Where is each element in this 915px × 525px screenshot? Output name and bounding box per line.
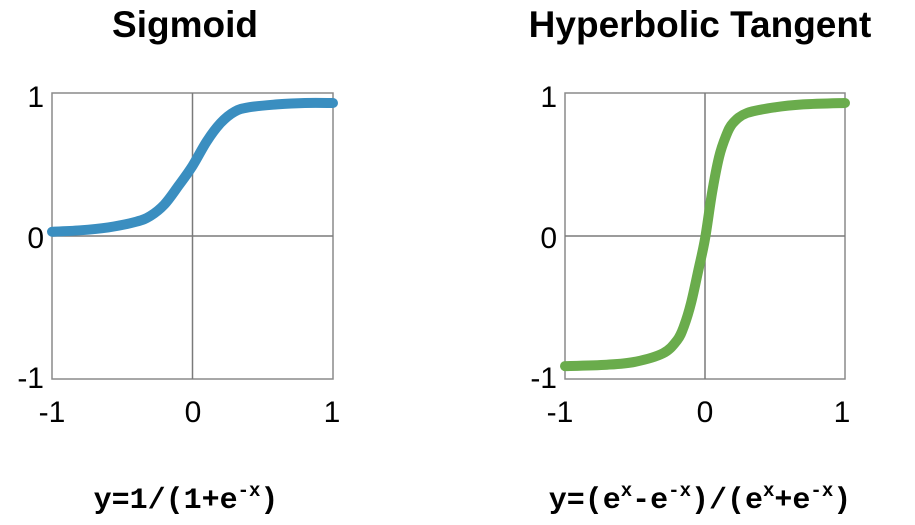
sigmoid-xtick-mid: 0 [185, 396, 202, 429]
tanh-formula: y=(ex-e-x)/(ex+e-x) [549, 480, 852, 518]
tanh-xtick-mid: 0 [697, 396, 714, 429]
sigmoid-xtick-right: 1 [324, 396, 341, 429]
tanh-xtick-left: -1 [547, 396, 574, 429]
tanh-ytick-mid: 0 [540, 222, 557, 255]
tanh-ytick-top: 1 [540, 81, 557, 114]
tanh-xtick-right: 1 [834, 396, 851, 429]
sigmoid-ytick-mid: 0 [27, 222, 44, 255]
tanh-panel: Hyperbolic Tangent 1 0 -1 -1 0 1 y=(ex-e… [529, 4, 872, 518]
tanh-ytick-bottom: -1 [530, 362, 557, 395]
sigmoid-formula: y=1/(1+e-x) [94, 480, 279, 518]
sigmoid-ytick-bottom: -1 [17, 362, 44, 395]
tanh-curve [560, 98, 850, 372]
sigmoid-xtick-left: -1 [39, 396, 66, 429]
sigmoid-title: Sigmoid [112, 4, 258, 45]
sigmoid-ytick-top: 1 [27, 81, 44, 114]
sigmoid-curve [47, 97, 338, 237]
tanh-title: Hyperbolic Tangent [529, 4, 872, 45]
sigmoid-panel: Sigmoid 1 0 -1 -1 0 1 y=1/(1+e-x) [17, 4, 340, 518]
